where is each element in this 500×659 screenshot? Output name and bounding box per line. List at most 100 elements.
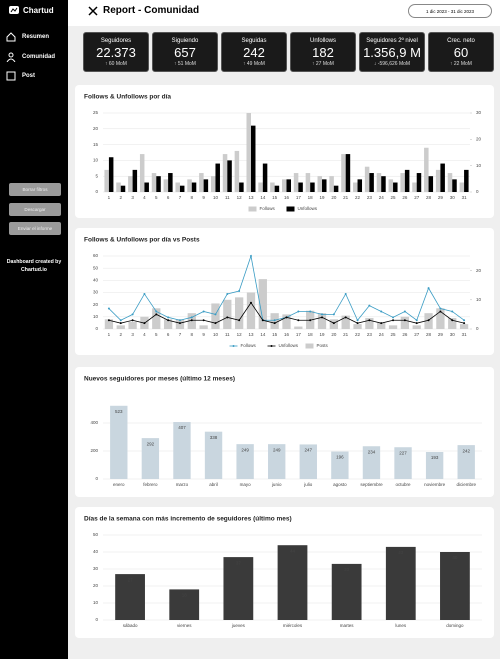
x-tick-label: octubre	[396, 482, 412, 487]
button[interactable]: Enviar el informe	[9, 222, 61, 235]
point	[261, 319, 264, 322]
nav-item[interactable]: Comunidad	[6, 52, 55, 62]
point	[451, 319, 454, 322]
chart-card: Días de la semana con más incremento de …	[75, 507, 494, 638]
x-tick-label: 16	[284, 195, 290, 200]
bar	[239, 182, 244, 192]
point	[214, 322, 217, 325]
y-tick-label: 20	[93, 583, 99, 588]
kpi-change: ↑ 27 MoM	[312, 61, 334, 67]
bar	[388, 179, 394, 192]
data-label: 292	[147, 441, 155, 446]
legend-swatch	[286, 206, 295, 212]
title-text: Report - Comunidad	[103, 5, 200, 16]
button[interactable]: Borrar filtros	[9, 183, 61, 196]
chart-title: Follows & Unfollows por día	[84, 94, 171, 101]
kpi-card: Siguiendo 657 ↑ 51 MoM	[152, 32, 218, 72]
bar	[132, 169, 138, 192]
bar	[187, 179, 192, 192]
point	[368, 304, 371, 307]
chart: Nuevos seguidores por meses (último 12 m…	[84, 376, 482, 487]
legend-label: Follows	[241, 343, 257, 348]
bar	[282, 179, 287, 192]
point	[415, 322, 418, 325]
y-tick-label: 0	[95, 476, 98, 481]
x-tick-label: 20	[331, 195, 337, 200]
y-tick-label: 10	[93, 158, 99, 163]
bar	[357, 179, 363, 192]
nav-label[interactable]: Resumen	[22, 34, 50, 40]
data-label: 37	[236, 560, 242, 565]
x-tick-label: 28	[426, 195, 432, 200]
x-tick-label: agosto	[333, 482, 347, 487]
bar	[258, 182, 263, 192]
kpi-value: 22.373	[96, 45, 136, 60]
kpi-label: Seguidas	[241, 38, 267, 44]
x-tick-label: 17	[296, 195, 302, 200]
bar	[400, 173, 405, 192]
user-icon	[6, 52, 16, 62]
x-tick-label: 22	[355, 332, 361, 337]
bar	[416, 173, 422, 192]
bar	[381, 176, 386, 192]
y-tick-label: 60	[93, 253, 99, 258]
y-tick-label: 15	[93, 142, 99, 147]
point	[403, 310, 406, 313]
x-tick-label: noviembre	[424, 482, 446, 487]
x-tick-label: 27	[414, 332, 420, 337]
y-tick-label: 25	[93, 110, 99, 115]
bar	[440, 163, 445, 192]
nav-label[interactable]: Comunidad	[22, 54, 55, 60]
point	[321, 313, 324, 316]
bar	[333, 185, 339, 192]
kpi-card: Unfollows 182 ↑ 27 MoM	[290, 32, 356, 72]
data-label: 40	[452, 555, 458, 560]
x-tick-label: 19	[320, 332, 326, 337]
bar	[128, 176, 133, 192]
legend-label: Posts	[317, 343, 329, 348]
x-tick-label: 26	[402, 332, 408, 337]
bar	[215, 163, 220, 192]
x-tick-label: martes	[340, 623, 355, 628]
bar	[299, 444, 317, 479]
data-label: 234	[368, 449, 376, 454]
nav-item[interactable]: Resumen	[6, 32, 49, 42]
x-tick-label: 5	[155, 195, 158, 200]
chart-card: Follows & Unfollows por día vs Posts 0 10 2…	[75, 228, 494, 355]
point	[119, 319, 122, 322]
point	[439, 307, 442, 310]
x-tick-label: 14	[260, 195, 266, 200]
nav-item[interactable]: Post	[6, 71, 35, 81]
point	[392, 316, 395, 319]
nav-label[interactable]: Post	[22, 73, 36, 79]
point	[155, 313, 158, 316]
bar	[116, 182, 121, 192]
x-tick-label: 29	[438, 332, 444, 337]
date-picker[interactable]: 1 dic 2023 - 31 dic 2023	[408, 4, 492, 18]
x-logo	[88, 5, 98, 16]
kpi-change: ↑ 49 MoM	[243, 61, 265, 67]
kpi-label: Siguiendo	[171, 38, 199, 44]
bar	[329, 176, 334, 192]
data-label: 249	[241, 447, 249, 452]
x-tick-label: abril	[209, 482, 218, 487]
point	[356, 322, 359, 325]
button[interactable]: Descargar	[9, 203, 61, 216]
legend-swatch	[270, 345, 273, 347]
bar	[298, 182, 303, 192]
bar	[203, 179, 209, 192]
bar	[331, 563, 362, 620]
bar	[448, 318, 457, 329]
line	[108, 254, 465, 321]
bar	[274, 185, 280, 192]
x-tick-label: 13	[248, 332, 254, 337]
bar	[227, 160, 232, 192]
bar	[163, 179, 169, 192]
bar	[400, 316, 410, 329]
point	[202, 310, 205, 313]
bar	[199, 325, 208, 329]
chart-card: Nuevos seguidores por meses (último 12 m…	[75, 367, 494, 497]
point	[178, 322, 181, 325]
kpi-label: Seguidores 2º nivel	[366, 38, 418, 44]
